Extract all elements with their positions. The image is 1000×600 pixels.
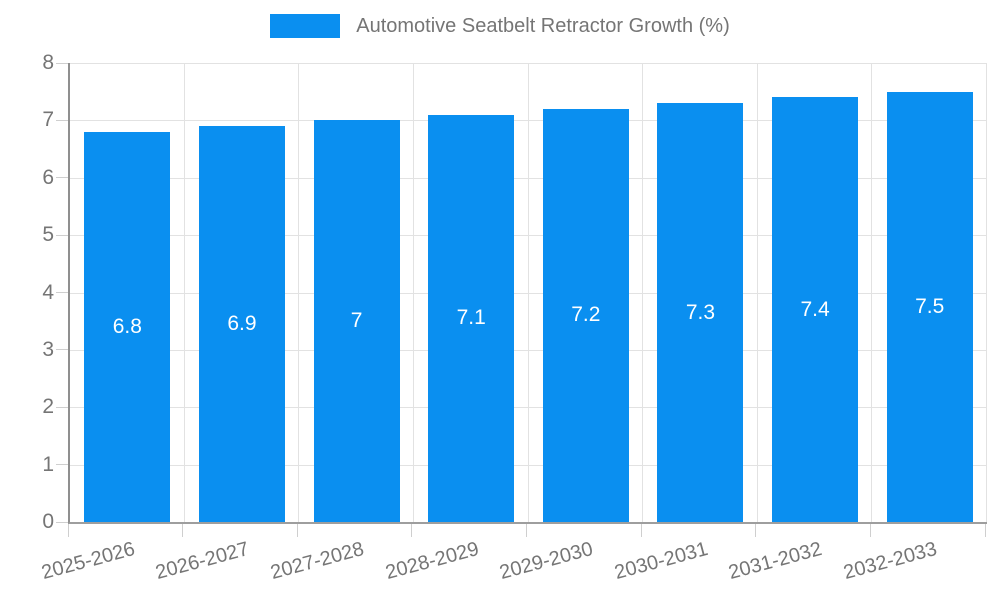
gridline-horizontal xyxy=(70,349,987,351)
bar-value-label: 7 xyxy=(350,309,363,333)
gridline-horizontal xyxy=(70,292,987,294)
bar[interactable]: 6.9 xyxy=(198,126,285,522)
x-axis-tick-mark xyxy=(296,524,298,537)
x-axis-tick-label: 2030-2031 xyxy=(612,538,711,585)
bar[interactable]: 7.1 xyxy=(428,114,515,522)
x-axis-tick-label: 2032-2033 xyxy=(841,538,940,585)
gridline-vertical xyxy=(298,63,300,522)
bar-value-label: 7.4 xyxy=(800,297,830,321)
x-axis-tick-mark xyxy=(526,524,527,537)
y-axis-tick-label: 8 xyxy=(42,51,54,74)
y-axis-tick-label: 6 xyxy=(42,165,54,189)
bar-value-label: 7.5 xyxy=(915,294,945,318)
gridline-vertical xyxy=(527,63,529,522)
x-axis-tick-mark xyxy=(984,524,986,537)
gridline-vertical xyxy=(871,63,873,522)
x-axis-tick-mark xyxy=(67,524,69,537)
gridline-vertical xyxy=(642,63,644,522)
bar[interactable]: 7.4 xyxy=(772,97,859,522)
x-axis-tick-label: 2028-2029 xyxy=(382,538,481,585)
bar[interactable]: 7.2 xyxy=(542,108,629,522)
gridline-horizontal xyxy=(70,63,987,64)
gridline-horizontal xyxy=(70,177,987,179)
x-axis-tick-label: 2031-2032 xyxy=(726,538,825,585)
y-axis-tick-mark xyxy=(56,406,68,408)
bar-value-label: 6.9 xyxy=(227,312,257,336)
y-axis-tick-mark xyxy=(56,464,68,466)
x-axis-tick-label: 2025-2026 xyxy=(38,538,138,585)
bar[interactable]: 7 xyxy=(313,120,400,522)
y-axis-tick-mark xyxy=(56,234,68,236)
gridline-horizontal xyxy=(70,235,987,237)
x-axis-tick-mark xyxy=(182,524,184,537)
y-axis-tick-mark xyxy=(56,119,68,121)
y-axis-tick-mark xyxy=(56,521,68,523)
bar-value-label: 7.3 xyxy=(685,300,716,324)
y-axis-tick-mark xyxy=(56,177,68,179)
y-axis-tick-label: 5 xyxy=(42,223,54,247)
y-axis-tick-label: 0 xyxy=(42,510,54,533)
y-axis-tick-label: 7 xyxy=(42,108,54,132)
bar[interactable]: 6.8 xyxy=(84,131,171,522)
x-axis-tick-mark xyxy=(411,524,413,537)
x-axis-tick-label: 2027-2028 xyxy=(268,538,367,585)
y-axis-tick-mark xyxy=(56,62,68,64)
y-axis-tick-label: 1 xyxy=(42,452,54,476)
legend-label: Automotive Seatbelt Retractor Growth (%) xyxy=(356,14,730,37)
plot-area: 6.8 6.9 7 7.1 7.2 7.3 7.4 7.5 xyxy=(68,63,987,524)
y-axis-tick-mark xyxy=(56,292,68,293)
gridline-horizontal xyxy=(70,464,987,466)
x-axis-tick-mark xyxy=(755,524,757,537)
x-axis-tick-label: 2026-2027 xyxy=(153,538,252,585)
gridline-vertical xyxy=(412,63,414,522)
x-axis-tick-mark xyxy=(869,524,871,537)
gridline-vertical xyxy=(183,63,185,522)
y-axis-tick-label: 2 xyxy=(42,395,54,419)
gridline-vertical xyxy=(756,63,758,522)
gridline-vertical xyxy=(986,63,987,522)
bar-value-label: 6.8 xyxy=(112,314,142,338)
gridline-horizontal xyxy=(70,407,987,409)
legend-swatch[interactable] xyxy=(270,14,341,38)
chart-legend[interactable]: Automotive Seatbelt Retractor Growth (%) xyxy=(0,14,1000,38)
y-axis-tick-label: 4 xyxy=(42,280,54,304)
bar-value-label: 7.2 xyxy=(571,303,601,327)
bar[interactable]: 7.5 xyxy=(886,91,973,522)
y-axis-tick-mark xyxy=(56,349,68,351)
gridline-horizontal xyxy=(70,120,987,122)
x-axis-tick-label: 2029-2030 xyxy=(497,538,596,585)
bar-value-label: 7.1 xyxy=(456,306,486,330)
y-axis-tick-label: 3 xyxy=(42,337,54,361)
bar[interactable]: 7.3 xyxy=(657,103,744,522)
x-axis-tick-mark xyxy=(640,524,642,537)
